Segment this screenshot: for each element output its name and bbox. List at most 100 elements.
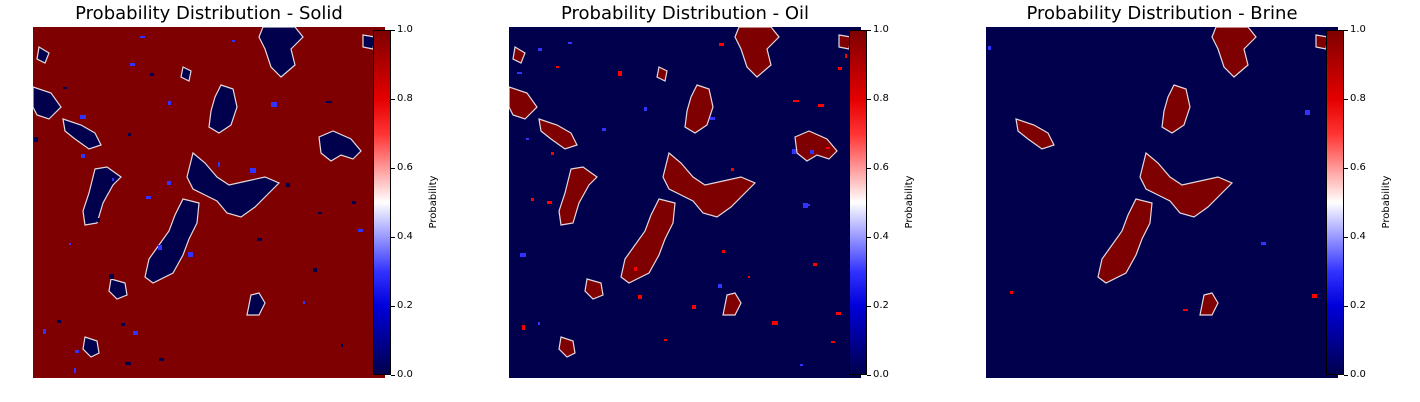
heatmap-regions [509, 27, 855, 366]
heatmap-region [144, 198, 200, 284]
heatmap-brine [986, 27, 1338, 378]
heatmap-speckle [719, 43, 724, 46]
colorbar [1326, 30, 1344, 375]
colorbar-tick [867, 306, 871, 307]
heatmap-speckle [159, 358, 164, 361]
heatmap-speckle [644, 107, 647, 111]
heatmap-region [1211, 27, 1257, 78]
heatmap-speckle [618, 71, 622, 76]
heatmap-speckle [250, 168, 256, 173]
colorbar-axis-label: Probability [428, 175, 439, 229]
heatmap-speckle [803, 203, 808, 208]
heatmap-speckle [792, 149, 796, 154]
heatmap-speckle [1010, 291, 1013, 294]
heatmap-speckle [218, 162, 220, 167]
heatmap-speckle [831, 341, 835, 343]
heatmap-speckle [748, 276, 750, 278]
colorbar-tick-label: 0.8 [1350, 93, 1366, 104]
heatmap-region [794, 130, 838, 162]
heatmap-speckle [1261, 242, 1266, 245]
colorbar-tick-label: 0.0 [397, 369, 413, 380]
colorbar-tick-label: 0.6 [1350, 162, 1366, 173]
colorbar-tick-label: 0.0 [873, 369, 889, 380]
heatmap-region [82, 166, 122, 226]
colorbar-tick [1344, 99, 1348, 100]
colorbar-tick [867, 168, 871, 169]
colorbar-tick-label: 0.2 [873, 300, 889, 311]
heatmap-speckle [522, 325, 525, 330]
heatmap-speckle [271, 102, 277, 107]
heatmap-regions [988, 27, 1329, 316]
colorbar-tick-label: 1.0 [397, 24, 413, 35]
heatmap-speckle [313, 268, 317, 272]
heatmap-speckle [74, 368, 76, 373]
heatmap-region [734, 27, 780, 78]
heatmap-region [509, 86, 538, 120]
heatmap-speckle [838, 67, 842, 70]
colorbar-axis-label: Probability [904, 175, 915, 229]
heatmap-speckle [257, 238, 262, 241]
heatmap-speckle [710, 117, 715, 120]
colorbar-tick-label: 0.2 [397, 300, 413, 311]
heatmap-speckle [718, 284, 722, 288]
heatmap-speckle [150, 73, 154, 76]
heatmap-region [258, 27, 304, 78]
colorbar [373, 30, 391, 375]
colorbar-tick [867, 237, 871, 238]
heatmap-region [318, 130, 362, 162]
heatmap-speckle [167, 181, 171, 185]
heatmap-speckle [520, 253, 526, 257]
heatmap-region [33, 86, 62, 120]
heatmap-speckle [531, 198, 534, 201]
heatmap-speckle [140, 36, 145, 38]
heatmap-region [684, 84, 714, 134]
heatmap-speckle [1312, 294, 1317, 298]
heatmap-speckle [77, 128, 80, 133]
colorbar-tick [391, 375, 395, 376]
heatmap-speckle [63, 87, 67, 89]
heatmap-region [62, 118, 102, 150]
heatmap-speckle [638, 295, 642, 299]
colorbar-tick-label: 0.4 [397, 231, 413, 242]
heatmap-speckle [810, 150, 814, 154]
heatmap-region [108, 278, 128, 300]
heatmap-speckle [81, 154, 85, 158]
heatmap-speckle [845, 54, 847, 58]
heatmap-speckle [303, 301, 305, 304]
heatmap-speckle [568, 42, 572, 44]
heatmap-region [36, 46, 50, 64]
colorbar-tick [867, 30, 871, 31]
heatmap-speckle [634, 267, 637, 271]
heatmap-speckle [112, 178, 114, 181]
heatmap-speckle [602, 128, 606, 131]
heatmap-speckle [722, 250, 725, 253]
heatmap-speckle [988, 46, 991, 50]
colorbar-tick [1344, 237, 1348, 238]
colorbar-tick [1344, 306, 1348, 307]
colorbar-tick-label: 0.6 [873, 162, 889, 173]
colorbar [849, 30, 867, 375]
heatmap-speckle [133, 331, 138, 335]
heatmap-speckle [341, 344, 343, 347]
heatmap-speckle [800, 364, 803, 366]
heatmap-speckle [232, 40, 235, 42]
colorbar-tick [391, 30, 395, 31]
colorbar-tick-label: 0.6 [397, 162, 413, 173]
heatmap-speckle [318, 212, 322, 214]
heatmap-speckle [326, 101, 332, 103]
heatmap-region [538, 118, 578, 150]
heatmap-region [1097, 198, 1153, 284]
heatmap-speckle [80, 115, 86, 119]
heatmap-speckle [547, 201, 552, 204]
heatmap-speckle [836, 312, 841, 315]
colorbar-tick-label: 1.0 [873, 24, 889, 35]
colorbar-tick-label: 0.2 [1350, 300, 1366, 311]
heatmap-speckle [358, 229, 363, 232]
heatmap-region [1015, 118, 1055, 150]
colorbar-tick [867, 99, 871, 100]
heatmap-region [558, 166, 598, 226]
heatmap-region [512, 46, 526, 64]
heatmap-speckle [772, 321, 778, 325]
heatmap-speckle [188, 252, 193, 257]
colorbar-tick-label: 0.4 [873, 231, 889, 242]
